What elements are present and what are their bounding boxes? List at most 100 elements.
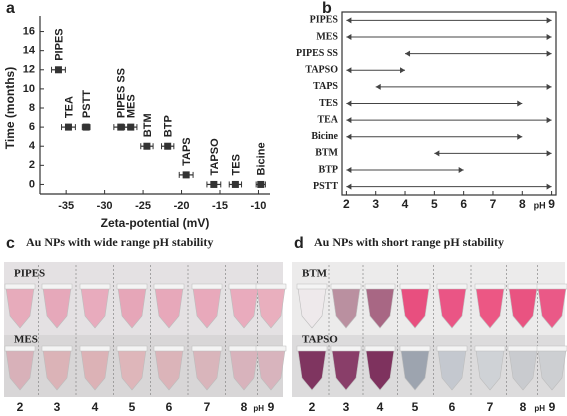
tube-rim xyxy=(79,345,111,352)
point-label: TEA xyxy=(63,96,75,118)
point xyxy=(117,123,125,131)
tube-rim xyxy=(330,345,362,352)
point xyxy=(127,123,135,131)
y-tick-label: 10 xyxy=(23,83,35,95)
point-label: MES xyxy=(126,94,138,118)
tube-rim xyxy=(507,345,539,352)
point-label: BTP xyxy=(163,115,175,137)
arrow-head xyxy=(546,83,552,90)
point xyxy=(54,66,62,74)
x-axis-label: pH xyxy=(534,200,546,210)
tube-rim xyxy=(191,283,223,290)
tube-rim xyxy=(364,345,396,352)
x-axis-label: Zeta-potential (mV) xyxy=(101,216,210,230)
point-label: PIPES xyxy=(53,28,65,60)
tube-rim xyxy=(536,345,567,352)
tube-rim xyxy=(228,283,260,290)
ph-label: 4 xyxy=(92,400,99,414)
arrow-head xyxy=(434,150,440,157)
tube-rim xyxy=(364,283,396,290)
tube-rim xyxy=(4,345,36,352)
arrow-head xyxy=(458,167,464,174)
row-label: PSTT xyxy=(313,181,338,192)
arrow-head xyxy=(546,183,552,190)
x-tick-label: -35 xyxy=(58,200,74,212)
ph-label: 2 xyxy=(17,400,24,414)
arrow-head xyxy=(346,117,352,124)
x-tick-label: 3 xyxy=(372,197,379,211)
tube-rim xyxy=(79,283,111,290)
ph-label: 8 xyxy=(241,400,248,414)
arrow-head xyxy=(517,100,523,107)
x-tick-label: 6 xyxy=(460,197,467,211)
arrow-head xyxy=(346,100,352,107)
ph-label: 5 xyxy=(129,400,136,414)
row-label: TAPSO xyxy=(302,334,338,346)
arrow-head xyxy=(346,17,352,24)
y-tick-label: 8 xyxy=(29,102,35,114)
row-label: BTM xyxy=(302,268,328,280)
ph-label: 8 xyxy=(520,400,527,414)
point-label: TES xyxy=(230,154,242,175)
arrow-head xyxy=(346,33,352,40)
row-label: MES xyxy=(14,334,38,346)
tube-rim xyxy=(436,345,468,352)
ph-label: 2 xyxy=(309,400,316,414)
ph-label: 5 xyxy=(412,400,419,414)
point-label: BTM xyxy=(142,113,154,137)
tube-rim xyxy=(41,283,73,290)
ph-label: 3 xyxy=(343,400,350,414)
x-tick-label: -25 xyxy=(135,200,151,212)
panel-label: b xyxy=(322,0,332,17)
row-label: PIPES xyxy=(14,268,45,280)
x-tick-label: 4 xyxy=(402,197,409,211)
x-tick-label: 7 xyxy=(490,197,497,211)
point xyxy=(143,142,151,150)
tube-rim xyxy=(296,283,328,290)
plot-frame xyxy=(341,11,557,196)
row-label: PIPES xyxy=(310,15,339,26)
tube-rim xyxy=(153,283,185,290)
point-label: PSTT xyxy=(81,90,93,118)
y-tick-label: 14 xyxy=(23,45,36,57)
ph-unit: pH xyxy=(534,404,545,413)
arrow-head xyxy=(517,133,523,140)
row-label: BTP xyxy=(319,164,338,175)
point xyxy=(64,123,72,131)
tube-rim xyxy=(153,345,185,352)
tube-rim xyxy=(4,283,36,290)
ph-label: 6 xyxy=(449,400,456,414)
row-label: PIPES SS xyxy=(296,48,338,59)
ph-label: 7 xyxy=(487,400,494,414)
arrow-head xyxy=(375,83,381,90)
row-label: TES xyxy=(319,98,338,109)
panel-title: Au NPs with short range pH stability xyxy=(314,235,504,249)
tube-rim xyxy=(399,283,431,290)
point xyxy=(257,180,265,188)
tube-rim xyxy=(474,345,506,352)
ph-label: 9 xyxy=(268,400,275,414)
ph-label: 7 xyxy=(204,400,211,414)
arrow-head xyxy=(546,150,552,157)
panel-label: a xyxy=(6,0,15,17)
x-tick-label: -10 xyxy=(251,200,267,212)
tube-rim xyxy=(507,283,539,290)
point-label: Bicine xyxy=(256,142,268,175)
panel-label: c xyxy=(6,235,15,252)
ph-label: 4 xyxy=(377,400,384,414)
tube-rim xyxy=(228,345,260,352)
y-tick-label: 4 xyxy=(29,140,36,152)
ph-label: 9 xyxy=(549,400,556,414)
x-tick-label: -15 xyxy=(212,200,228,212)
tube-rim xyxy=(474,283,506,290)
point xyxy=(231,180,239,188)
arrow-head xyxy=(546,50,552,57)
arrow-head xyxy=(346,183,352,190)
arrow-head xyxy=(346,167,352,174)
point xyxy=(82,123,90,131)
tube-rim xyxy=(399,345,431,352)
arrow-head xyxy=(346,67,352,74)
arrow-head xyxy=(400,67,406,74)
panel-label: d xyxy=(294,235,304,252)
